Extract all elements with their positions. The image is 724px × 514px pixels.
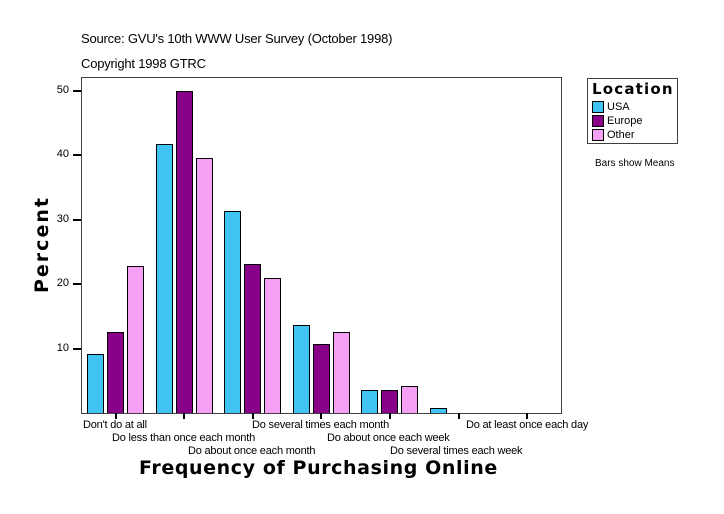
x-tick-label: Do about once each month <box>188 445 316 457</box>
y-tick-label: 30 <box>56 212 69 225</box>
x-tick-label: Do several times each week <box>390 445 523 457</box>
x-tick-label: Do less than once each month <box>112 432 255 444</box>
bar-usa <box>293 325 310 413</box>
bar-other <box>401 386 418 413</box>
bar-other <box>333 332 350 413</box>
bar-usa <box>430 408 447 413</box>
y-tick-label: 20 <box>56 277 69 290</box>
x-tick-label: Don't do at all <box>83 419 147 431</box>
y-tick <box>73 90 81 92</box>
legend-swatch-other <box>592 128 604 141</box>
x-tick <box>388 413 391 419</box>
bar-usa <box>87 354 104 413</box>
bar-europe <box>313 344 330 413</box>
legend-label: Other <box>607 128 635 141</box>
legend-swatch-usa <box>592 100 604 113</box>
x-tick <box>251 413 254 419</box>
bars-show-means-note: Bars show Means <box>595 158 675 169</box>
x-tick-label: Do about once each week <box>327 432 450 444</box>
x-tick <box>183 413 186 419</box>
x-tick-label: Do at least once each day <box>466 419 589 431</box>
x-tick <box>526 413 529 419</box>
x-tick <box>320 413 323 419</box>
bar-europe <box>176 91 193 413</box>
y-tick-label: 40 <box>56 148 69 161</box>
y-tick <box>73 154 81 157</box>
y-tick-label: 10 <box>56 341 69 354</box>
x-tick <box>457 413 460 419</box>
y-axis-title: Percent <box>31 196 53 293</box>
legend-item-other: Other <box>592 128 635 141</box>
bar-usa <box>156 144 173 413</box>
bar-other <box>127 266 144 413</box>
bar-europe <box>107 332 124 413</box>
legend-label: Europe <box>607 114 643 127</box>
y-tick <box>73 283 81 286</box>
bar-other <box>196 158 213 413</box>
bar-usa <box>224 211 241 413</box>
y-tick <box>73 218 81 221</box>
legend-label: USA <box>607 100 630 113</box>
legend-swatch-europe <box>592 114 604 127</box>
bar-other <box>264 278 281 413</box>
bar-europe <box>381 390 398 413</box>
y-tick-label: 50 <box>56 84 69 96</box>
legend-title: Location <box>592 80 674 98</box>
y-tick <box>73 347 81 350</box>
x-tick-label: Do several times each month <box>252 419 390 431</box>
x-tick <box>114 413 117 419</box>
x-axis-title: Frequency of Purchasing Online <box>139 457 498 479</box>
chart-copyright: Copyright 1998 GTRC <box>81 56 206 71</box>
legend-item-usa: USA <box>592 100 630 113</box>
legend-item-europe: Europe <box>592 114 642 127</box>
bar-usa <box>361 390 378 413</box>
bar-europe <box>244 264 261 413</box>
legend: Location USA Europe Other <box>587 78 678 144</box>
chart-source: Source: GVU's 10th WWW User Survey (Octo… <box>81 31 393 46</box>
